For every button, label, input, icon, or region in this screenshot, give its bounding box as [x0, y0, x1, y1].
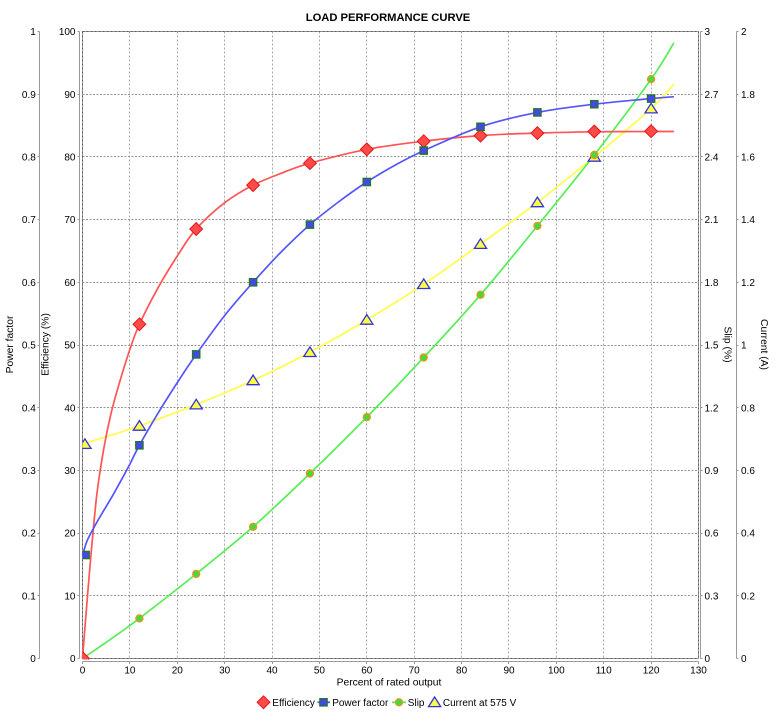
svg-text:0: 0 [741, 654, 747, 665]
svg-text:0.6: 0.6 [22, 278, 36, 289]
svg-text:20: 20 [64, 529, 76, 540]
svg-text:1.2: 1.2 [741, 278, 755, 289]
svg-text:0.4: 0.4 [22, 403, 36, 414]
svg-text:80: 80 [64, 153, 76, 164]
svg-text:100: 100 [548, 666, 565, 677]
svg-text:1.2: 1.2 [705, 403, 719, 414]
svg-text:1: 1 [741, 341, 747, 352]
svg-text:Efficiency (%): Efficiency (%) [40, 313, 51, 376]
svg-text:0: 0 [70, 654, 76, 665]
svg-text:90: 90 [64, 90, 76, 101]
svg-text:Power factor: Power factor [5, 315, 16, 373]
svg-text:70: 70 [64, 215, 76, 226]
svg-text:Efficiency: Efficiency [272, 698, 315, 709]
svg-text:1.6: 1.6 [741, 153, 755, 164]
svg-text:0.9: 0.9 [705, 466, 719, 477]
svg-text:0.8: 0.8 [22, 153, 36, 164]
svg-text:0.8: 0.8 [741, 403, 755, 414]
svg-text:0.5: 0.5 [22, 341, 36, 352]
svg-text:1.8: 1.8 [741, 90, 755, 101]
svg-text:50: 50 [64, 341, 76, 352]
svg-text:120: 120 [643, 666, 660, 677]
svg-text:40: 40 [64, 403, 76, 414]
svg-text:10: 10 [124, 666, 136, 677]
svg-text:30: 30 [64, 466, 76, 477]
svg-text:0.1: 0.1 [22, 591, 36, 602]
svg-text:Current at 575 V: Current at 575 V [443, 698, 517, 709]
svg-text:60: 60 [64, 278, 76, 289]
svg-text:1.8: 1.8 [705, 278, 719, 289]
svg-text:Current (A): Current (A) [758, 319, 769, 370]
svg-text:0: 0 [80, 666, 86, 677]
svg-text:30: 30 [219, 666, 231, 677]
svg-text:130: 130 [690, 666, 707, 677]
svg-text:Slip: Slip [408, 698, 425, 709]
svg-text:60: 60 [361, 666, 373, 677]
svg-text:2.1: 2.1 [705, 215, 719, 226]
svg-text:40: 40 [266, 666, 278, 677]
svg-text:0: 0 [705, 654, 711, 665]
svg-text:Percent of rated output: Percent of rated output [337, 677, 442, 688]
svg-text:2: 2 [741, 27, 747, 38]
svg-text:90: 90 [503, 666, 515, 677]
svg-text:1.5: 1.5 [705, 341, 719, 352]
svg-text:80: 80 [456, 666, 468, 677]
svg-text:0.6: 0.6 [741, 466, 755, 477]
svg-text:0.2: 0.2 [22, 529, 36, 540]
svg-text:70: 70 [409, 666, 421, 677]
svg-text:10: 10 [64, 591, 76, 602]
svg-text:50: 50 [314, 666, 326, 677]
svg-text:110: 110 [596, 666, 612, 677]
svg-text:3: 3 [705, 27, 711, 38]
svg-text:0.2: 0.2 [741, 591, 755, 602]
svg-text:0.4: 0.4 [741, 529, 755, 540]
svg-text:Slip (%): Slip (%) [722, 326, 733, 362]
svg-text:0: 0 [30, 654, 36, 665]
svg-text:1.4: 1.4 [741, 215, 755, 226]
svg-text:100: 100 [59, 27, 76, 38]
svg-text:0.6: 0.6 [705, 529, 719, 540]
svg-text:0.3: 0.3 [705, 591, 719, 602]
svg-text:Power factor: Power factor [332, 698, 389, 709]
svg-text:1: 1 [30, 27, 36, 38]
svg-text:0.7: 0.7 [22, 215, 36, 226]
svg-text:20: 20 [172, 666, 184, 677]
svg-text:2.4: 2.4 [705, 153, 719, 164]
svg-text:0.9: 0.9 [22, 90, 36, 101]
svg-text:0.3: 0.3 [22, 466, 36, 477]
svg-text:2.7: 2.7 [705, 90, 719, 101]
svg-text:LOAD PERFORMANCE CURVE: LOAD PERFORMANCE CURVE [306, 12, 471, 24]
